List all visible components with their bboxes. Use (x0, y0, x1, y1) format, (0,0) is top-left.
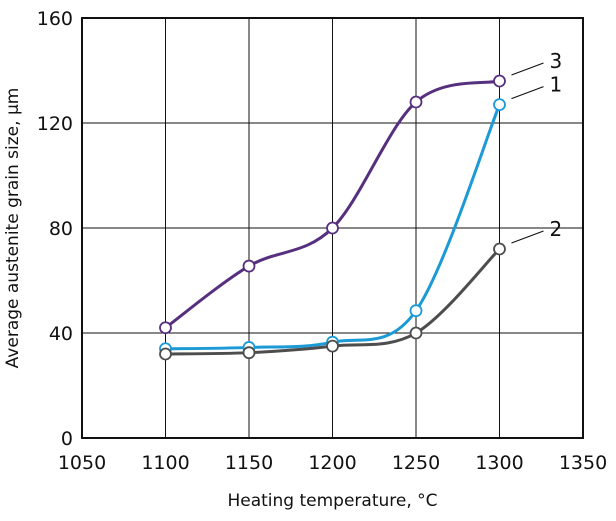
series-tag-label: 2 (550, 217, 563, 241)
y-tick-label: 160 (37, 8, 73, 30)
series-tag-label: 3 (550, 49, 563, 73)
x-tick-label: 1150 (225, 452, 273, 474)
y-tick-label: 80 (49, 218, 73, 240)
x-tick-labels: 1050 1100 1150 1200 1250 1300 1350 (58, 452, 607, 474)
y-tick-label: 0 (61, 428, 73, 450)
data-point-2 (493, 242, 506, 256)
data-point-2 (409, 326, 423, 340)
data-point-1 (493, 98, 506, 112)
series-tag-leader (511, 86, 544, 100)
y-tick-label: 40 (49, 323, 73, 345)
x-tick-label: 1050 (58, 452, 106, 474)
data-point-2 (326, 339, 339, 353)
data-points (159, 74, 506, 361)
plot-frame (81, 17, 584, 439)
series-tag-label: 1 (550, 73, 563, 97)
series-line-1 (164, 103, 501, 351)
data-point-3 (493, 74, 506, 88)
data-point-3 (159, 321, 172, 335)
data-point-2 (242, 346, 256, 360)
x-axis-title: Heating temperature, °C (227, 491, 437, 511)
x-tick-label: 1200 (308, 452, 356, 474)
data-point-3 (242, 259, 256, 273)
data-point-3 (326, 221, 339, 235)
data-point-2 (159, 347, 172, 361)
y-tick-labels: 0 40 80 120 160 (37, 8, 73, 450)
data-point-1 (409, 304, 423, 318)
series-tags: 1 2 3 (511, 49, 563, 244)
series-tag-leader (511, 62, 544, 76)
x-tick-label: 1300 (475, 452, 523, 474)
x-tick-label: 1250 (392, 452, 440, 474)
x-tick-label: 1100 (141, 452, 189, 474)
data-point-3 (409, 95, 423, 109)
x-tick-label: 1350 (559, 452, 607, 474)
y-tick-label: 120 (37, 113, 73, 135)
series-tag-leader (511, 230, 544, 244)
y-axis-title: Average austenite grain size, μm (3, 88, 23, 369)
